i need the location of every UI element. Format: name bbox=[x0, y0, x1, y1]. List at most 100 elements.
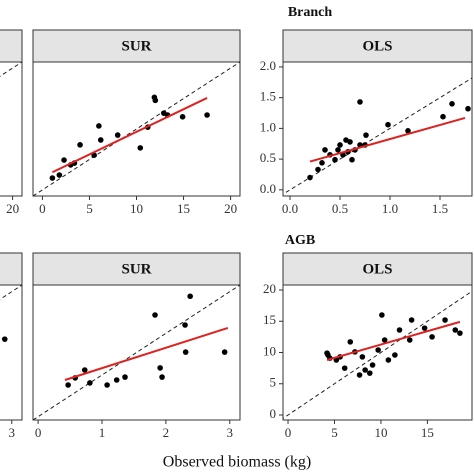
point bbox=[349, 156, 355, 163]
point bbox=[87, 380, 93, 386]
point bbox=[381, 337, 388, 343]
y-tick-label: 2.0 bbox=[260, 58, 276, 73]
y-tick-label: 1.0 bbox=[260, 119, 276, 134]
x-tick-label: 20 bbox=[224, 201, 237, 216]
point bbox=[332, 156, 338, 163]
point bbox=[81, 367, 88, 373]
y-tick-label: 15 bbox=[263, 312, 276, 327]
point bbox=[337, 142, 343, 148]
panel: 20 bbox=[0, 29, 23, 216]
point bbox=[449, 100, 455, 107]
y-tick-label: 10 bbox=[263, 343, 276, 358]
strip bbox=[0, 29, 23, 63]
point bbox=[429, 334, 435, 340]
x-tick-label: 0.5 bbox=[332, 201, 348, 216]
point bbox=[366, 370, 373, 376]
reference-line bbox=[283, 77, 472, 195]
point bbox=[307, 174, 313, 181]
reference-line bbox=[283, 290, 472, 419]
panel-title: SUR bbox=[121, 261, 151, 277]
point bbox=[396, 327, 403, 333]
panel: SUR 0 5 10 15 20 bbox=[32, 29, 241, 216]
plot-content bbox=[33, 62, 240, 196]
row-title: AGB bbox=[285, 233, 315, 248]
point bbox=[440, 113, 446, 120]
plot-area bbox=[0, 61, 23, 197]
x-tick-label: 15 bbox=[177, 201, 190, 216]
point bbox=[356, 372, 363, 378]
point bbox=[319, 160, 325, 166]
point bbox=[363, 132, 369, 138]
x-tick-label: 10 bbox=[374, 425, 387, 440]
x-tick-label: 0 bbox=[39, 201, 46, 216]
point bbox=[61, 157, 67, 163]
point bbox=[362, 367, 368, 373]
point bbox=[385, 121, 391, 128]
reference-line bbox=[33, 62, 240, 196]
point bbox=[357, 99, 363, 105]
y-tick-label: 5 bbox=[270, 375, 277, 390]
x-tick-label: 1 bbox=[99, 425, 106, 440]
point bbox=[379, 312, 385, 318]
point bbox=[359, 354, 366, 360]
point bbox=[137, 145, 144, 151]
x-tick-label: 15 bbox=[421, 425, 434, 440]
point bbox=[1, 336, 8, 342]
fit-line bbox=[309, 116, 466, 163]
point bbox=[56, 172, 63, 178]
point bbox=[77, 142, 83, 148]
point bbox=[369, 362, 376, 368]
point bbox=[122, 374, 128, 380]
point bbox=[97, 137, 104, 143]
y-tick-label: 0.0 bbox=[260, 181, 276, 196]
point bbox=[392, 352, 398, 358]
panel-title: OLS bbox=[362, 261, 392, 277]
x-tick-label: 0 bbox=[35, 425, 42, 440]
y-tick-label: 20 bbox=[263, 281, 276, 296]
x-tick-label: 3 bbox=[227, 425, 234, 440]
plot-content bbox=[0, 285, 22, 342]
plot-area bbox=[282, 61, 473, 197]
fit-line bbox=[51, 97, 208, 174]
x-tick-label: 0.0 bbox=[282, 201, 298, 216]
point bbox=[179, 114, 186, 120]
x-tick-label: 1.0 bbox=[382, 201, 398, 216]
x-tick-label: 5 bbox=[331, 425, 338, 440]
point bbox=[152, 97, 159, 104]
point bbox=[421, 325, 428, 331]
point bbox=[182, 322, 188, 328]
point bbox=[322, 147, 328, 153]
y-tick-label: 1.5 bbox=[260, 89, 276, 104]
reference-line bbox=[33, 285, 240, 420]
x-tick-label: 20 bbox=[6, 201, 19, 216]
point bbox=[187, 293, 193, 300]
x-tick-label: 10 bbox=[130, 201, 143, 216]
point bbox=[182, 349, 189, 355]
point bbox=[408, 317, 415, 323]
panel: 3 bbox=[0, 252, 23, 440]
point bbox=[152, 312, 158, 318]
plot-area bbox=[0, 284, 23, 421]
point bbox=[385, 357, 392, 363]
point bbox=[457, 330, 463, 336]
point bbox=[452, 327, 459, 333]
panel-title: OLS bbox=[362, 38, 392, 54]
x-tick-label: 3 bbox=[9, 425, 16, 440]
row-title: Branch bbox=[288, 5, 333, 20]
plot-content bbox=[33, 285, 240, 420]
point bbox=[406, 337, 413, 343]
y-tick-label: 0 bbox=[270, 406, 277, 421]
panel: SUR 0 1 2 3 bbox=[32, 252, 241, 440]
point bbox=[465, 105, 471, 112]
point bbox=[347, 139, 353, 145]
plot-content bbox=[283, 290, 472, 419]
point bbox=[157, 365, 163, 371]
point bbox=[375, 347, 381, 353]
point bbox=[335, 147, 341, 153]
point bbox=[315, 166, 321, 173]
x-tick-label: 1.5 bbox=[432, 201, 448, 216]
panel: OLS 0.0 0.5 1.0 1.5 0.0 0.5 1.0 1.5 2.0 bbox=[260, 29, 473, 216]
point bbox=[114, 132, 121, 138]
point bbox=[405, 128, 411, 134]
point bbox=[49, 175, 56, 181]
